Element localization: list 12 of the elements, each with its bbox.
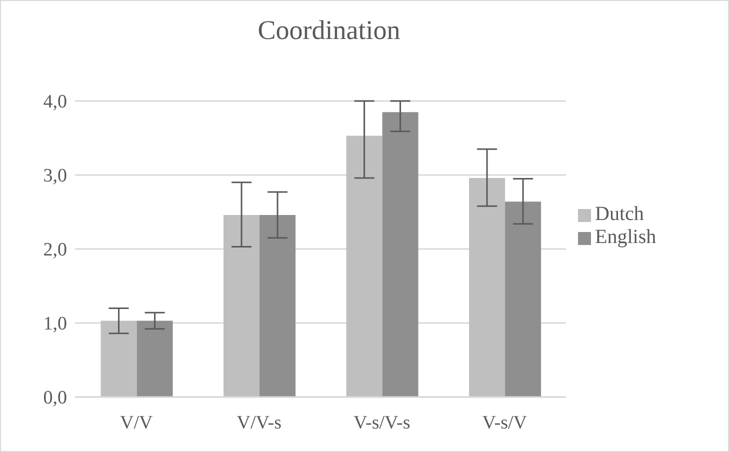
y-tick-label: 1,0 <box>43 314 67 335</box>
x-tick-label: V-s/V-s <box>354 412 410 434</box>
y-tick-label: 2,0 <box>43 240 67 261</box>
x-tick-label: V-s/V <box>482 412 528 434</box>
x-tick-label: V/V <box>120 412 154 434</box>
y-tick-label: 3,0 <box>43 166 67 187</box>
x-tick-label: V/V-s <box>236 412 282 434</box>
legend-label: English <box>595 226 656 248</box>
legend-label: Dutch <box>595 203 644 225</box>
y-tick-label: 0,0 <box>43 388 67 409</box>
chart-title: Coordination <box>256 15 402 46</box>
y-tick-label: 4,0 <box>43 92 67 113</box>
